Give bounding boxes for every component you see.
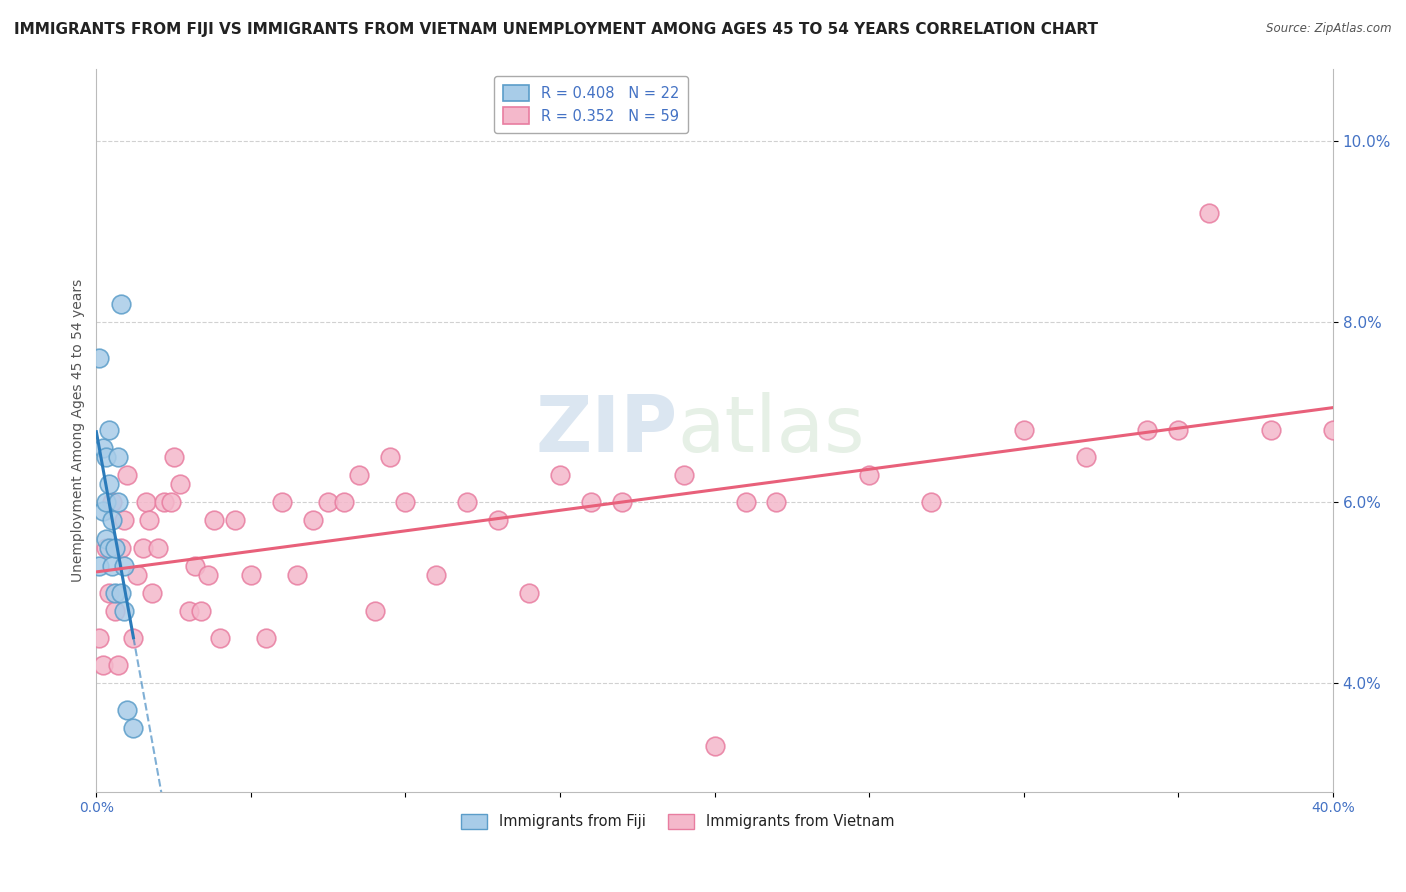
Point — [104, 604, 127, 618]
Point — [112, 604, 135, 618]
Text: Source: ZipAtlas.com: Source: ZipAtlas.com — [1267, 22, 1392, 36]
Point — [765, 495, 787, 509]
Point — [97, 586, 120, 600]
Point — [486, 513, 509, 527]
Point — [425, 567, 447, 582]
Point — [378, 450, 401, 465]
Point — [197, 567, 219, 582]
Point — [202, 513, 225, 527]
Point — [177, 604, 200, 618]
Point — [184, 558, 207, 573]
Point — [169, 477, 191, 491]
Point — [920, 495, 942, 509]
Point — [125, 567, 148, 582]
Point — [548, 468, 571, 483]
Point — [1198, 206, 1220, 220]
Point — [1260, 423, 1282, 437]
Y-axis label: Unemployment Among Ages 45 to 54 years: Unemployment Among Ages 45 to 54 years — [72, 278, 86, 582]
Point — [672, 468, 695, 483]
Point — [579, 495, 602, 509]
Point — [208, 631, 231, 645]
Point — [148, 541, 170, 555]
Point — [122, 722, 145, 736]
Point — [1322, 423, 1344, 437]
Point — [101, 495, 124, 509]
Point — [110, 541, 132, 555]
Point — [89, 558, 111, 573]
Point — [97, 477, 120, 491]
Point — [97, 423, 120, 437]
Point — [138, 513, 160, 527]
Point — [107, 495, 129, 509]
Point — [1012, 423, 1035, 437]
Point — [363, 604, 385, 618]
Point — [91, 504, 114, 518]
Point — [104, 541, 127, 555]
Point — [734, 495, 756, 509]
Point — [97, 541, 120, 555]
Point — [1074, 450, 1097, 465]
Point — [141, 586, 163, 600]
Point — [190, 604, 212, 618]
Point — [110, 586, 132, 600]
Point — [94, 532, 117, 546]
Point — [94, 541, 117, 555]
Point — [101, 513, 124, 527]
Point — [91, 441, 114, 455]
Point — [456, 495, 478, 509]
Point — [117, 468, 139, 483]
Point — [159, 495, 181, 509]
Point — [347, 468, 370, 483]
Point — [394, 495, 416, 509]
Point — [610, 495, 633, 509]
Text: IMMIGRANTS FROM FIJI VS IMMIGRANTS FROM VIETNAM UNEMPLOYMENT AMONG AGES 45 TO 54: IMMIGRANTS FROM FIJI VS IMMIGRANTS FROM … — [14, 22, 1098, 37]
Point — [224, 513, 246, 527]
Point — [285, 567, 308, 582]
Point — [112, 513, 135, 527]
Point — [254, 631, 277, 645]
Point — [517, 586, 540, 600]
Text: ZIP: ZIP — [536, 392, 678, 468]
Point — [91, 658, 114, 673]
Point — [122, 631, 145, 645]
Point — [112, 558, 135, 573]
Point — [153, 495, 176, 509]
Point — [117, 703, 139, 717]
Point — [94, 450, 117, 465]
Point — [89, 631, 111, 645]
Point — [270, 495, 292, 509]
Point — [132, 541, 155, 555]
Point — [858, 468, 880, 483]
Point — [107, 450, 129, 465]
Legend: Immigrants from Fiji, Immigrants from Vietnam: Immigrants from Fiji, Immigrants from Vi… — [456, 808, 900, 835]
Point — [104, 586, 127, 600]
Point — [107, 658, 129, 673]
Point — [110, 296, 132, 310]
Point — [301, 513, 323, 527]
Point — [162, 450, 184, 465]
Point — [239, 567, 262, 582]
Point — [1136, 423, 1159, 437]
Point — [703, 739, 725, 754]
Point — [332, 495, 354, 509]
Point — [316, 495, 339, 509]
Point — [135, 495, 157, 509]
Point — [89, 351, 111, 365]
Text: atlas: atlas — [678, 392, 865, 468]
Point — [94, 495, 117, 509]
Point — [101, 558, 124, 573]
Point — [1167, 423, 1189, 437]
